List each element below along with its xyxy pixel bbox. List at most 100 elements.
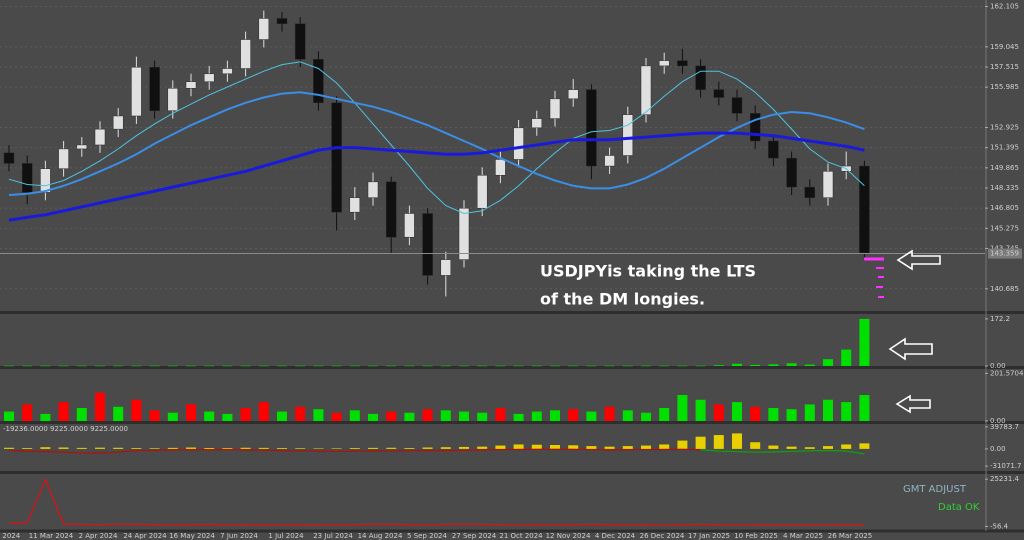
histogram-bar [513,365,524,367]
x-tick-label: 4 Mar 2025 [783,532,823,540]
histogram-bar [750,442,761,449]
histogram-bar [240,447,251,449]
status-label: GMT ADJUST [903,484,967,495]
histogram-bar [568,409,579,421]
candle-body [476,175,488,209]
x-tick-label: 27 Sep 2024 [452,532,497,540]
histogram-bar [550,445,560,449]
histogram-bar [768,408,779,421]
candle-body [604,155,615,167]
histogram-bar [95,447,105,449]
histogram-bar [295,406,306,421]
histogram-bar [513,444,524,449]
histogram-bar [713,435,724,449]
histogram-bar [386,365,397,367]
histogram-bar [313,365,324,367]
histogram-bar [222,365,233,367]
histogram-bar [167,412,178,421]
y-tick-label: 172.2 [990,315,1010,323]
candle-body [422,213,433,276]
histogram-bar [313,409,324,421]
histogram-bar [732,433,742,449]
histogram-bar [422,409,433,421]
histogram-bar [677,365,688,367]
y-tick-label: 162.105 [990,3,1019,11]
histogram-bar [459,446,469,449]
x-tick-label: 23 Jul 2024 [313,532,353,540]
histogram-bar [604,446,615,449]
histogram-bar [113,365,124,367]
histogram-bar [459,365,469,367]
histogram-bar [149,365,160,367]
histogram-bar [149,410,160,421]
histogram-bar [95,365,105,367]
histogram-bar [258,402,269,421]
histogram-bar [550,365,560,367]
histogram-bar [659,408,670,421]
histogram-bar [40,413,51,421]
histogram-bar [477,412,488,421]
candle-body [622,114,634,156]
candle-body [331,102,342,213]
histogram-bar [604,365,615,367]
histogram-bar [659,365,670,367]
y-tick-label: 157.515 [990,63,1019,71]
histogram-bar [368,447,378,449]
candle-body [167,88,179,111]
histogram-bar [349,365,360,367]
histogram-bar [786,363,797,366]
histogram-bar [404,365,415,367]
candle-body [112,115,124,130]
histogram-bar [58,402,69,421]
candle-body [786,157,797,188]
candle-body [749,113,761,142]
histogram-bar [568,365,579,367]
histogram-bar [76,408,87,421]
candle-body [513,127,524,160]
candle-body [203,73,215,82]
histogram-bar [222,448,233,449]
histogram-bar [713,404,724,421]
indicator-line [8,448,701,454]
x-tick-label: 21 Oct 2024 [499,532,543,540]
candle-body [131,66,142,117]
magenta-marks [864,257,884,298]
histogram-bar [186,447,196,449]
candle-body [185,81,197,89]
histogram-bar [277,411,287,421]
histogram-bar [386,447,397,449]
candle-body [258,18,270,40]
histogram-bar [204,365,215,367]
arrow [895,394,931,414]
x-tick-label: 2 Apr 2024 [79,532,118,540]
histogram-bar [368,413,378,421]
histogram-bar [586,411,597,421]
candle-body [768,140,779,159]
histogram-bar [586,365,597,367]
histogram-bar [495,445,506,449]
histogram-bar [695,365,706,367]
x-tick-label: 5 Sep 2024 [407,532,447,540]
histogram-bar [58,447,69,449]
histogram-bar [4,365,14,367]
histogram-bar [531,365,542,367]
histogram-bar [531,411,542,421]
histogram-bar [22,448,33,449]
histogram-bar [859,443,870,449]
y-tick-label: 148.335 [990,184,1019,192]
x-tick-label: 10 Feb 2025 [734,532,778,540]
histogram-bar [204,411,215,421]
candle-body [640,65,652,115]
candle-body [404,213,415,238]
histogram-bar [641,412,651,421]
histogram-bar [823,359,833,366]
indicator-line [700,449,865,455]
candle-body [677,60,688,67]
histogram-bar [295,365,306,367]
histogram-bar [586,446,597,449]
histogram-bar [841,444,852,449]
histogram-bar [240,408,251,421]
plot-area: 162.105 159.045 157.515 155.985 152.925 151.3… [0,3,1024,540]
